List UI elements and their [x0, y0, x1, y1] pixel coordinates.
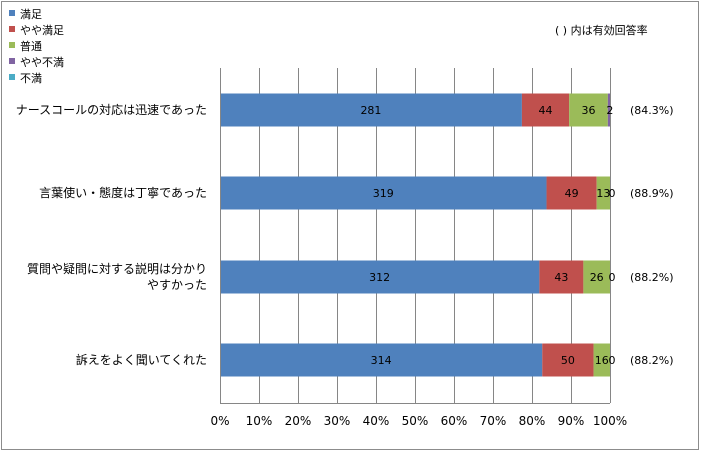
category-label-2: 質問や疑問に対する説明は分かり — [27, 261, 207, 276]
category-label-0: ナースコールの対応は迅速であった — [16, 103, 207, 117]
bar-segment-2-0 — [220, 260, 540, 294]
response-rate-note: ( ) 内は有効回答率 — [555, 23, 648, 37]
data-label-3-0: 314 — [371, 354, 392, 367]
bar-segment-3-1 — [542, 343, 594, 377]
legend-entry-0: 満足 — [20, 8, 42, 21]
legend-entry-2: 普通 — [20, 39, 42, 53]
data-label-2-2: 26 — [590, 271, 604, 284]
bar-segment-0-0 — [220, 93, 522, 127]
data-label-0-2: 36 — [582, 104, 596, 117]
data-label-3-1: 50 — [561, 354, 575, 367]
bar-segment-2-2 — [583, 260, 610, 294]
data-label-0-1: 44 — [539, 104, 553, 117]
legend-entry-3: やや不満 — [20, 56, 64, 69]
response-rate-2: (88.2%) — [630, 271, 674, 284]
data-label-1-0: 319 — [373, 187, 394, 200]
bar-segment-1-2 — [596, 176, 610, 210]
data-label-0-0: 281 — [360, 104, 381, 117]
response-rate-3: (88.2%) — [630, 354, 674, 367]
bar-segment-0-2 — [569, 93, 608, 127]
bar-segment-1-0 — [220, 176, 547, 210]
data-label-0-3: 2 — [606, 104, 613, 117]
data-label-1-1: 49 — [565, 187, 579, 200]
x-tick-label-0: 0% — [210, 414, 229, 428]
legend-entry-4: 不満 — [20, 72, 42, 85]
data-label-3-2: 16 — [595, 354, 609, 367]
x-tick-label-1: 10% — [246, 414, 273, 428]
legend-swatch-4 — [9, 74, 15, 80]
legend-swatch-3 — [9, 58, 15, 64]
bar-segment-3-0 — [220, 343, 543, 377]
x-tick-label-4: 40% — [363, 414, 390, 428]
response-rate-1: (88.9%) — [630, 187, 674, 200]
legend-entry-1: やや満足 — [20, 24, 64, 37]
category-label-2-line2: やすかった — [147, 278, 207, 292]
x-tick-label-9: 90% — [558, 414, 585, 428]
bar-segment-2-1 — [539, 260, 584, 294]
x-tick-label-7: 70% — [480, 414, 507, 428]
x-tick-label-3: 30% — [324, 414, 351, 428]
x-tick-label-5: 50% — [402, 414, 429, 428]
category-label-3: 訴えをよく聞いてくれた — [76, 352, 207, 367]
bar-segment-0-3 — [607, 93, 610, 127]
legend-swatch-1 — [9, 26, 15, 32]
data-label-3-3: 0 — [609, 354, 616, 367]
data-label-1-3: 0 — [609, 187, 616, 200]
x-tick-label-6: 60% — [441, 414, 468, 428]
bar-segment-0-1 — [521, 93, 570, 127]
x-tick-label-8: 80% — [519, 414, 546, 428]
data-label-1-2: 13 — [596, 187, 610, 200]
legend-swatch-2 — [9, 42, 15, 48]
bar-segment-1-1 — [546, 176, 597, 210]
data-label-2-1: 43 — [554, 271, 568, 284]
category-label-1: 言葉使い・態度は丁寧であった — [39, 185, 207, 200]
x-tick-label-10: 100% — [593, 414, 627, 428]
bar-segment-3-2 — [593, 343, 610, 377]
data-label-2-3: 0 — [609, 271, 616, 284]
x-tick-label-2: 20% — [285, 414, 312, 428]
response-rate-0: (84.3%) — [630, 104, 674, 117]
legend-swatch-0 — [9, 10, 15, 16]
data-label-2-0: 312 — [369, 271, 390, 284]
